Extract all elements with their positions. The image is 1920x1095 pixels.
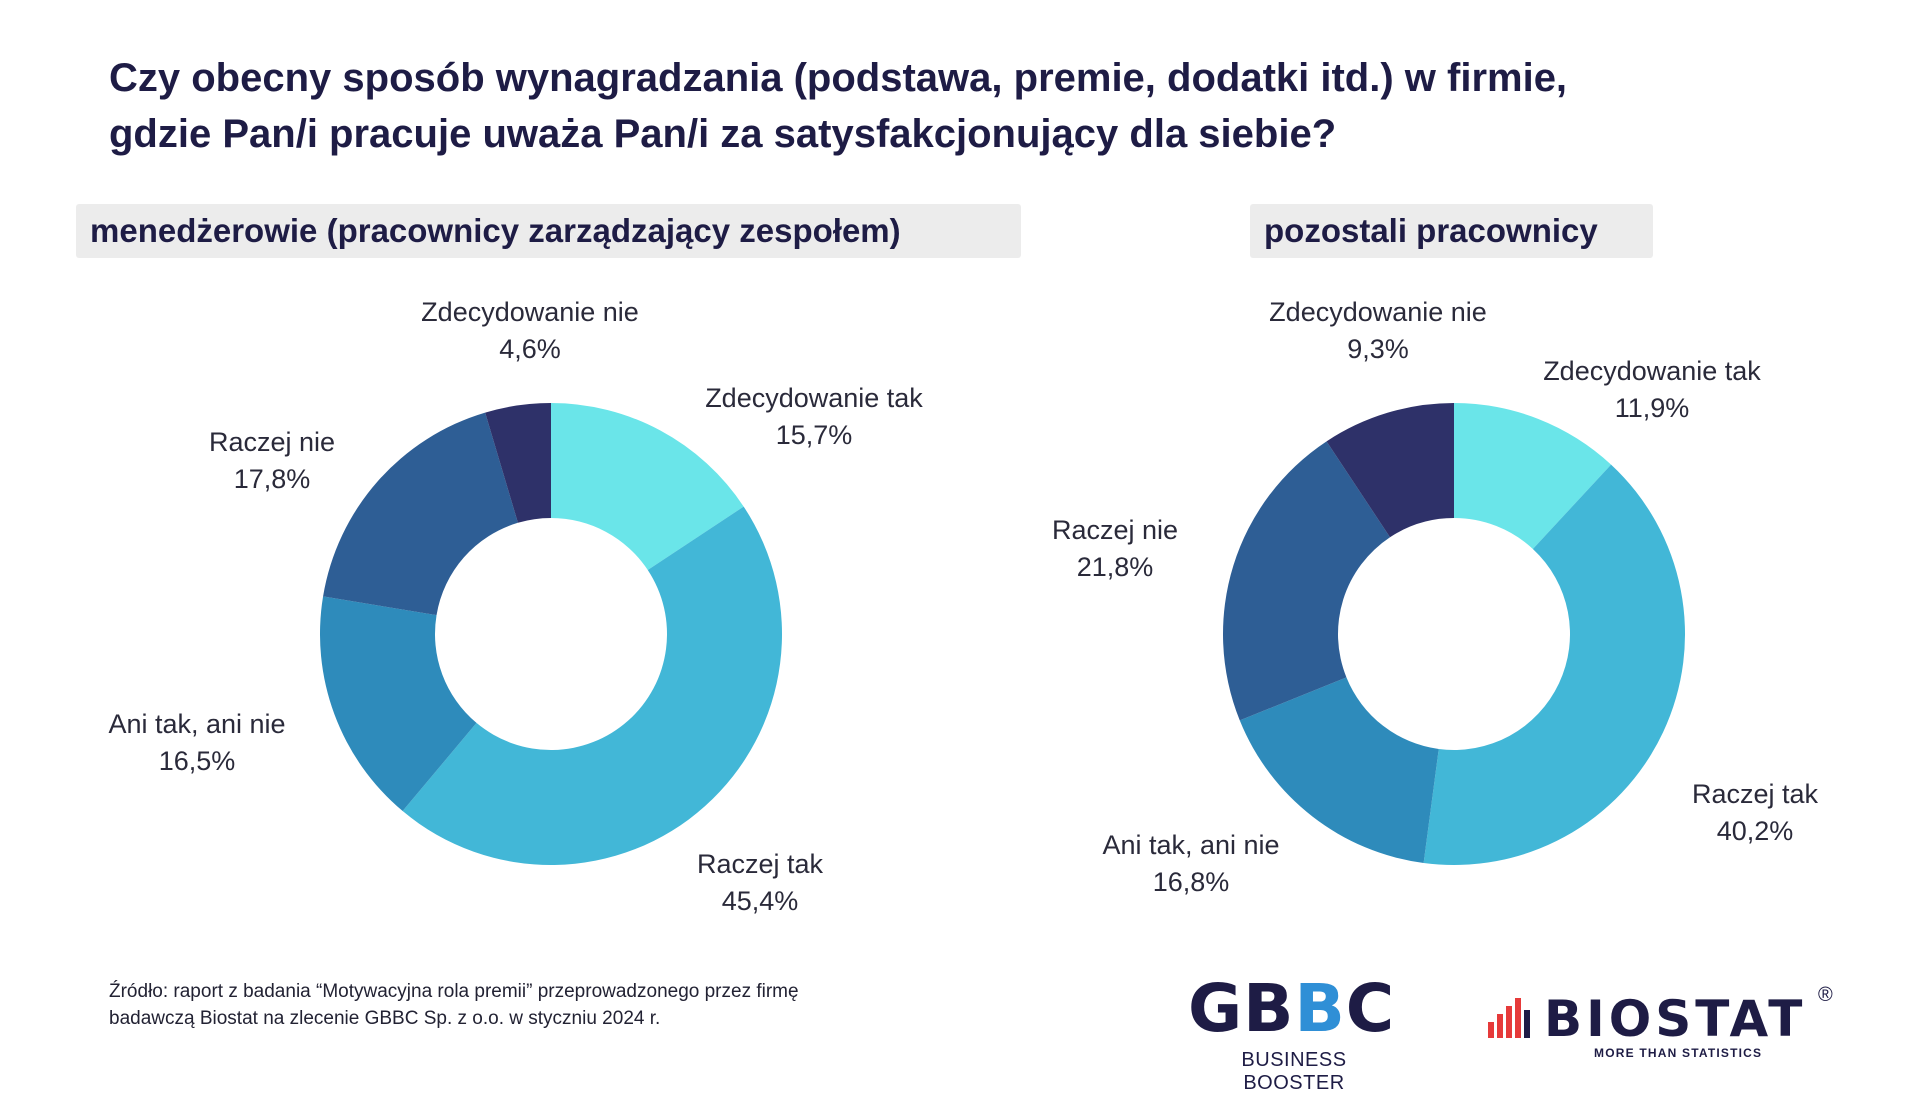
slice-label-category: Raczej tak xyxy=(1691,779,1819,809)
slice-label-value: 16,5% xyxy=(158,746,236,776)
slice-label-category: Raczej nie xyxy=(1051,515,1179,545)
slice-label-value: 4,6% xyxy=(499,334,561,364)
slice-label: Raczej tak 40,2% xyxy=(1692,776,1818,850)
chart-title-other-employees: pozostali pracownicy xyxy=(1250,204,1653,258)
registered-mark: ® xyxy=(1818,984,1833,1006)
page-title-line-2: gdzie Pan/i pracuje uważa Pan/i za satys… xyxy=(109,112,1337,156)
slice-label: Ani tak, ani nie 16,8% xyxy=(1102,827,1279,901)
biostat-logo: BIOSTAT ® MORE THAN STATISTICS xyxy=(1488,984,1838,1070)
donut-slice xyxy=(1222,441,1391,721)
gbbc-logo-wordmark: GBBC xyxy=(1188,975,1408,1043)
slice-label: Ani tak, ani nie 16,5% xyxy=(108,706,285,780)
slice-label-category: Raczej tak xyxy=(696,849,824,879)
biostat-logo-wordmark: BIOSTAT xyxy=(1544,990,1807,1048)
slice-label-value: 9,3% xyxy=(1347,334,1409,364)
gbbc-logo-subtitle: BUSINESS BOOSTER xyxy=(1241,1049,1347,1094)
donut-slice xyxy=(1454,403,1612,549)
gbbc-logo-part-a: GB xyxy=(1188,970,1295,1047)
slice-label-category: Zdecydowanie nie xyxy=(1269,297,1487,327)
source-note-line-2: badawczą Biostat na zlecenie GBBC Sp. z … xyxy=(109,1008,661,1029)
page-title: Czy obecny sposób wynagradzania (podstaw… xyxy=(109,50,1829,162)
slice-label-value: 21,8% xyxy=(1076,552,1154,582)
slice-label-category: Raczej nie xyxy=(208,427,336,457)
gbbc-logo-part-b: B xyxy=(1294,970,1346,1047)
gbbc-logo-part-c: C xyxy=(1345,970,1396,1047)
donut-slice xyxy=(551,403,744,571)
slice-label-category: Ani tak, ani nie xyxy=(108,709,286,739)
biostat-logo-subtitle: MORE THAN STATISTICS xyxy=(1594,1046,1763,1060)
slice-label: Zdecydowanie tak 15,7% xyxy=(705,380,923,454)
source-note: Źródło: raport z badania “Motywacyjna ro… xyxy=(109,978,1009,1032)
slice-label: Raczej nie 21,8% xyxy=(1052,512,1178,586)
slice-label: Raczej tak 45,4% xyxy=(697,846,823,920)
slice-label-category: Zdecydowanie tak xyxy=(705,383,923,413)
slice-label-value: 11,9% xyxy=(1614,393,1690,423)
page-title-line-1: Czy obecny sposób wynagradzania (podstaw… xyxy=(109,56,1568,100)
slice-label: Zdecydowanie tak 11,9% xyxy=(1543,353,1761,427)
bar-chart-icon xyxy=(1488,998,1530,1038)
donut-slice xyxy=(323,412,518,616)
slice-label-category: Ani tak, ani nie xyxy=(1102,830,1280,860)
slice-label-value: 45,4% xyxy=(721,886,799,916)
gbbc-logo: GBBC BUSINESS BOOSTER xyxy=(1188,975,1408,1095)
slice-label: Zdecydowanie nie 9,3% xyxy=(1269,294,1487,368)
slice-label-value: 40,2% xyxy=(1716,816,1794,846)
donut-slice xyxy=(485,403,551,523)
donut-slice xyxy=(1423,464,1685,865)
donut-slice xyxy=(402,506,782,865)
slice-label: Raczej nie 17,8% xyxy=(209,424,335,498)
donut-slice xyxy=(1239,677,1439,863)
source-note-line-1: Źródło: raport z badania “Motywacyjna ro… xyxy=(109,981,799,1002)
slice-label-category: Zdecydowanie tak xyxy=(1543,356,1761,386)
chart-title-managers: menedżerowie (pracownicy zarządzający ze… xyxy=(76,204,1021,258)
donut-slice xyxy=(320,596,477,812)
slice-label-category: Zdecydowanie nie xyxy=(421,297,639,327)
slice-label-value: 16,8% xyxy=(1152,867,1230,897)
slice-label-value: 17,8% xyxy=(233,464,311,494)
slice-label: Zdecydowanie nie 4,6% xyxy=(421,294,639,368)
donut-slice xyxy=(1326,403,1454,538)
slice-label-value: 15,7% xyxy=(775,420,853,450)
